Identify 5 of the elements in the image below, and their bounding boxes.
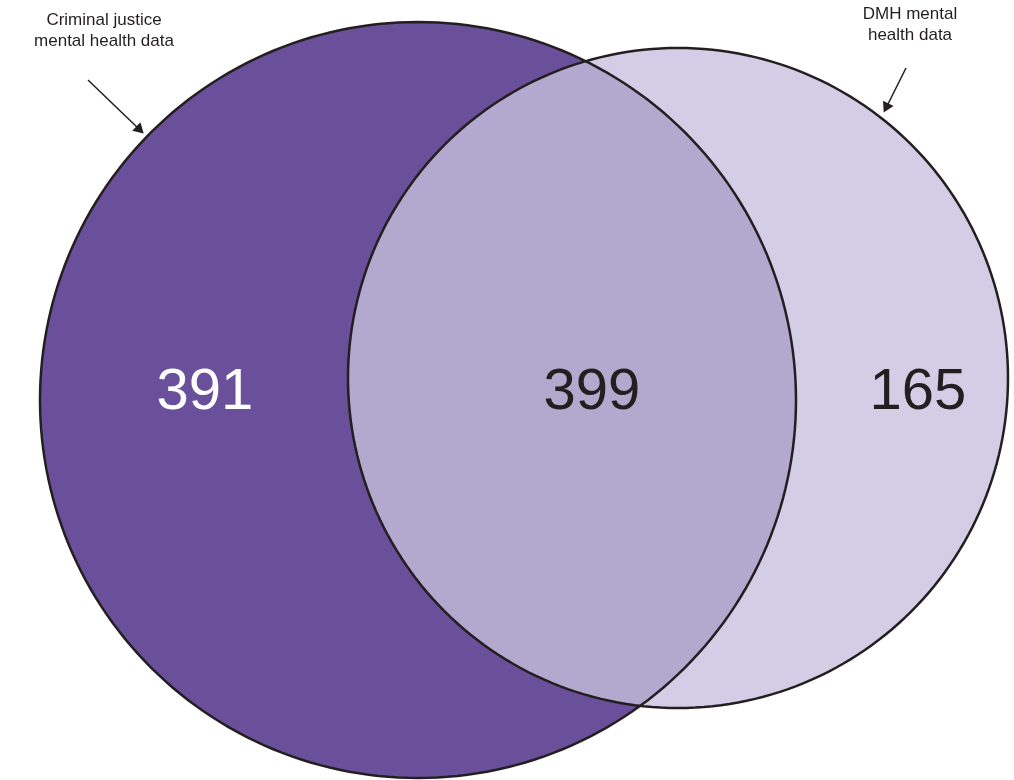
data-label: 391 xyxy=(156,356,254,421)
data-label: 165 xyxy=(869,356,967,421)
text: Criminal justice mental health data xyxy=(34,10,175,50)
text: DMH mental health data xyxy=(862,4,958,44)
data-label: 399 xyxy=(543,356,641,421)
